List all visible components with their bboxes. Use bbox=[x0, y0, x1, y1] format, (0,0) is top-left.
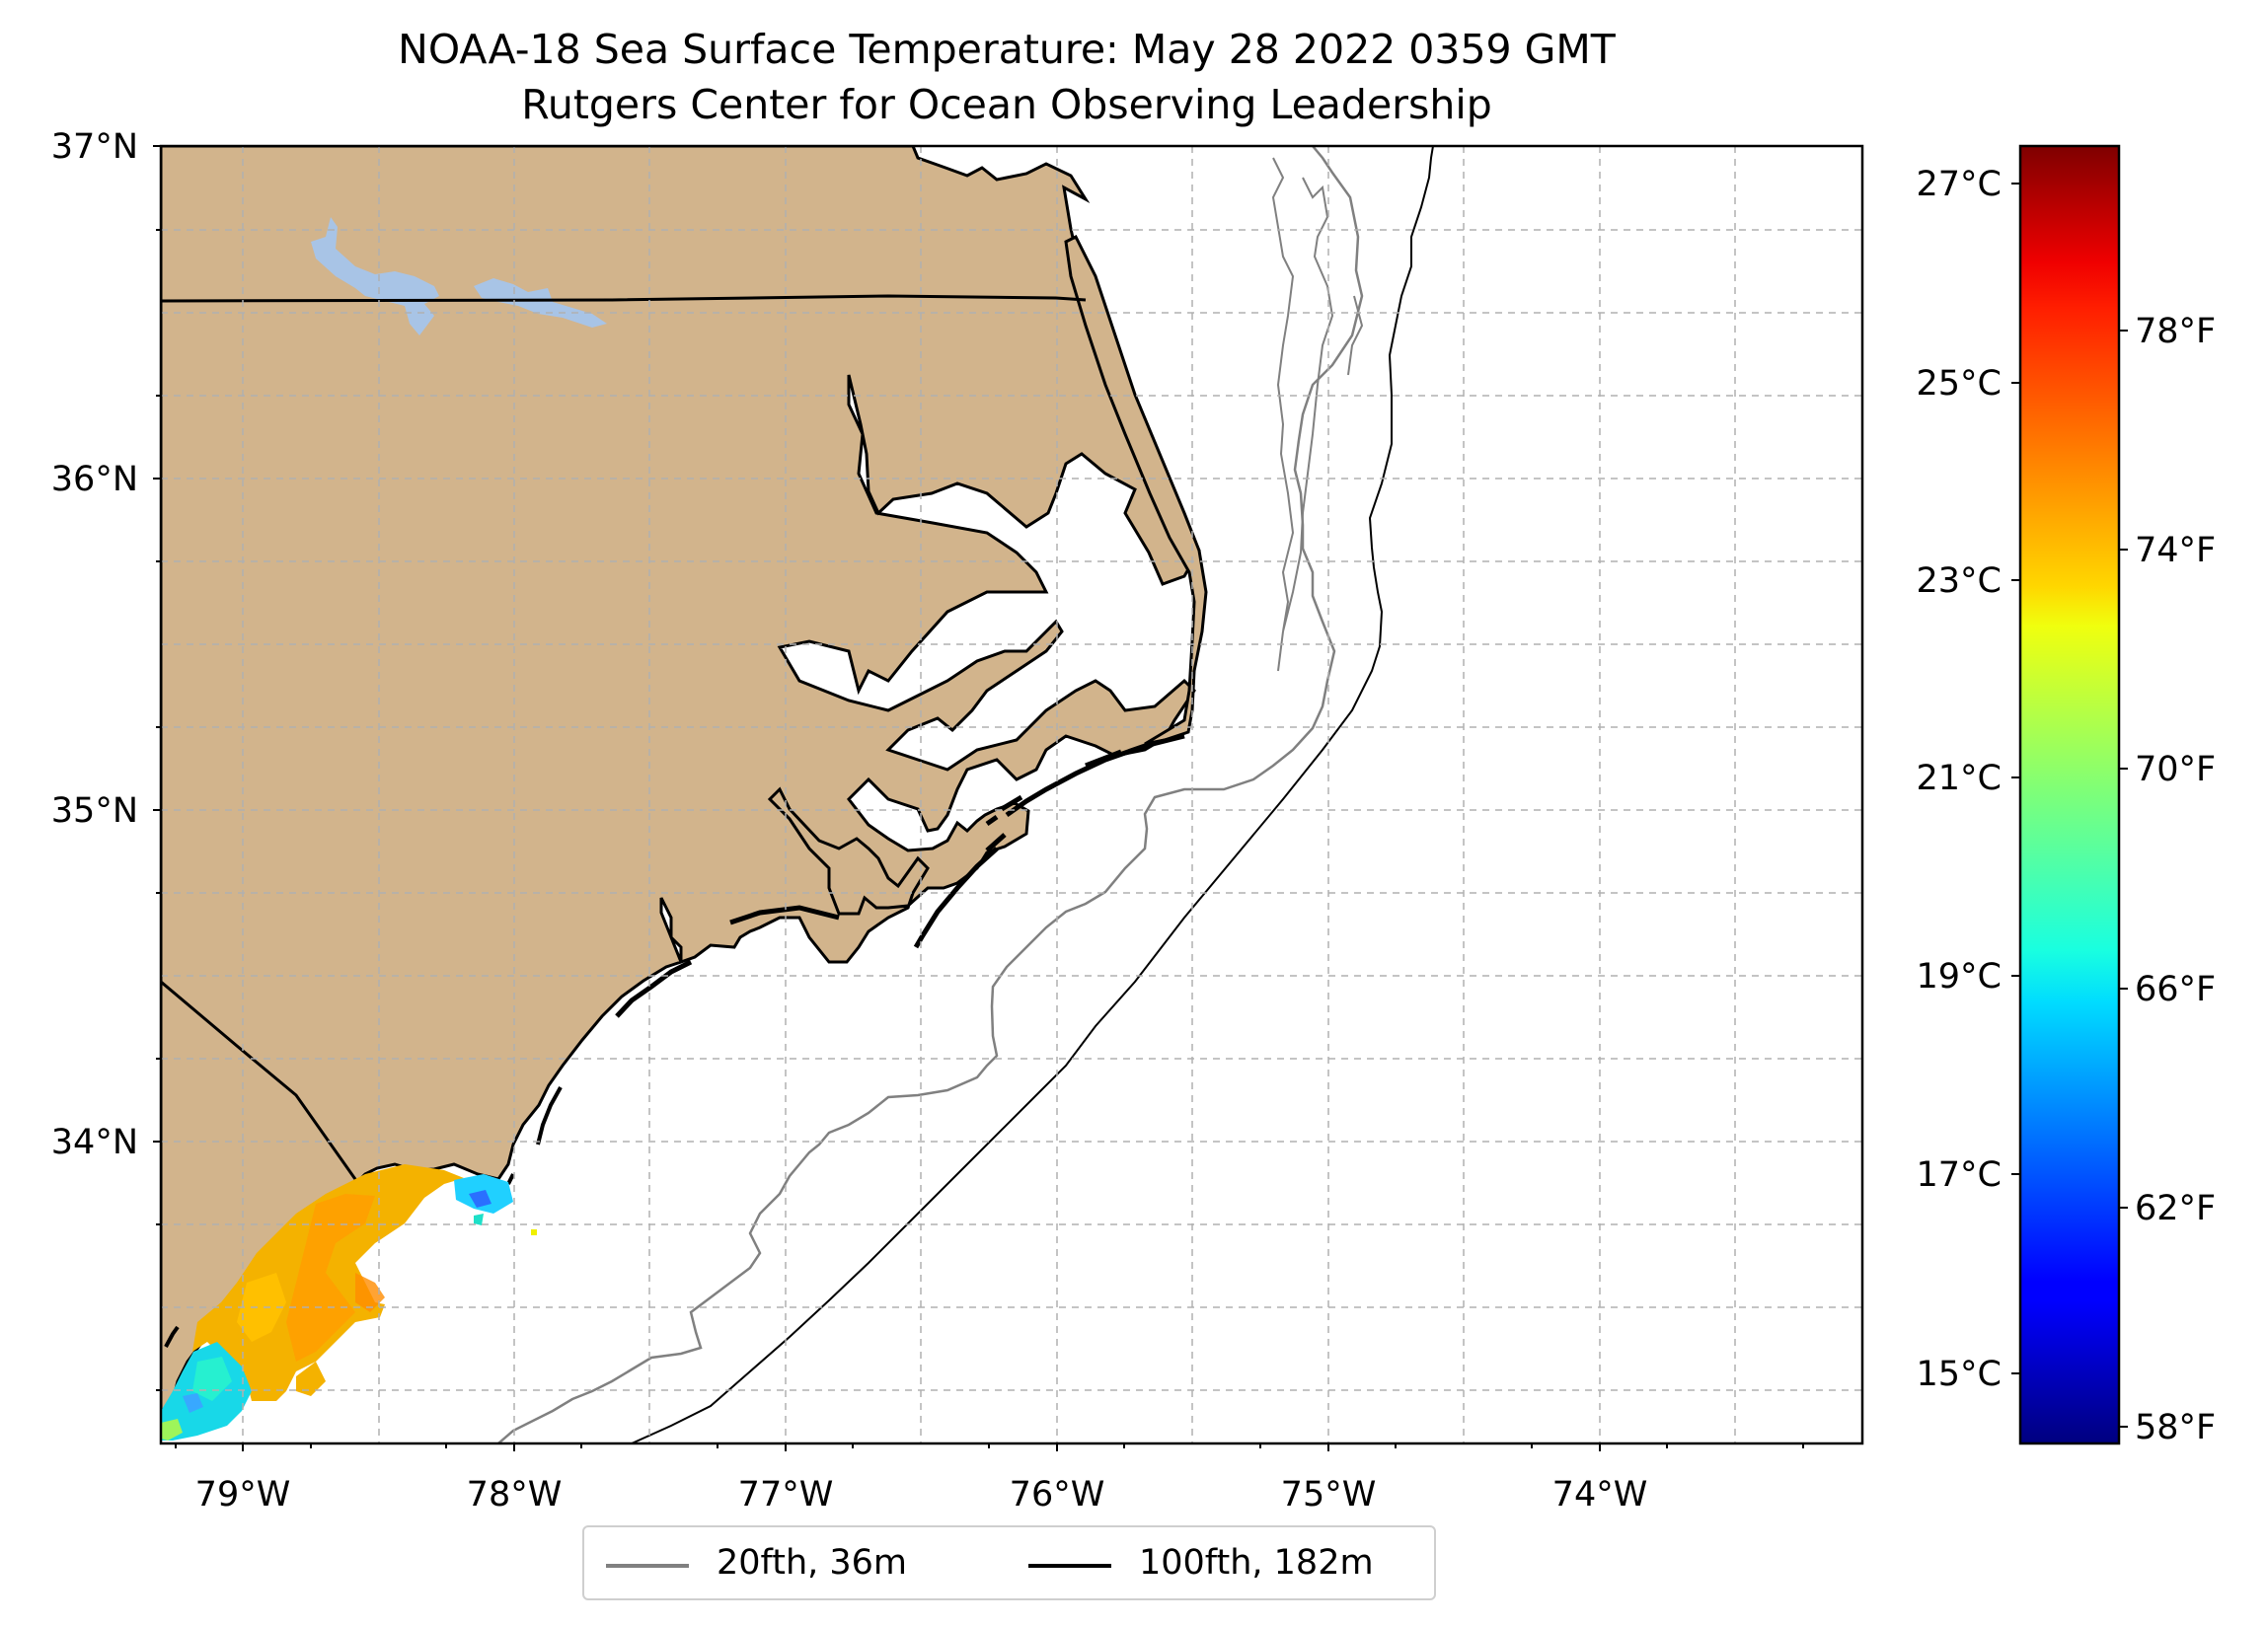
lon-tick-label: 77°W bbox=[738, 1475, 834, 1515]
colorbar bbox=[2018, 144, 2121, 1445]
legend: 20fth, 36m 100fth, 182m bbox=[582, 1525, 1436, 1600]
nc-va-border bbox=[161, 294, 1087, 303]
nc-sc-border bbox=[161, 980, 359, 1183]
celsius-tick-label: 27°C bbox=[1917, 165, 2002, 204]
lat-tick-label: 37°N bbox=[51, 127, 138, 167]
isobath-20fth bbox=[497, 146, 1364, 1443]
land-mainland bbox=[161, 146, 1201, 1424]
lon-tick-labels: 79°W 78°W 77°W 76°W 75°W 74°W bbox=[195, 1475, 1648, 1515]
celsius-tick-label: 17°C bbox=[1917, 1155, 2002, 1195]
celsius-tick-label: 15°C bbox=[1917, 1355, 2002, 1394]
lat-tick-label: 36°N bbox=[51, 460, 138, 499]
lake-kerr bbox=[311, 217, 439, 335]
fahrenheit-tick-label: 74°F bbox=[2135, 531, 2216, 570]
legend-label-20fth: 20fth, 36m bbox=[717, 1543, 908, 1583]
lon-tick-label: 76°W bbox=[1010, 1475, 1105, 1515]
lake-gaston bbox=[474, 278, 607, 328]
fahrenheit-tick-labels: 78°F 74°F 70°F 66°F 62°F 58°F bbox=[2135, 312, 2216, 1447]
fahrenheit-tick-label: 58°F bbox=[2135, 1408, 2216, 1447]
isobath-20fth-shoals bbox=[1271, 157, 1364, 672]
map-subtitle: Rutgers Center for Ocean Observing Leade… bbox=[521, 81, 1492, 128]
lat-tick-labels: 37°N 36°N 35°N 34°N bbox=[51, 127, 138, 1162]
celsius-tick-label: 21°C bbox=[1917, 759, 2002, 798]
map-frame bbox=[159, 144, 1864, 1445]
gridlines bbox=[161, 146, 1862, 1443]
lon-tick-label: 75°W bbox=[1281, 1475, 1377, 1515]
lon-tick-label: 74°W bbox=[1552, 1475, 1648, 1515]
celsius-tick-label: 25°C bbox=[1917, 364, 2002, 404]
outer-banks-south bbox=[615, 733, 1185, 1018]
lat-tick-label: 35°N bbox=[51, 791, 138, 831]
cape-fear bbox=[164, 1086, 563, 1348]
sst-data bbox=[161, 1164, 537, 1441]
axis-ticks bbox=[153, 145, 1804, 1451]
legend-swatch-20fth bbox=[606, 1564, 689, 1568]
map-area bbox=[161, 146, 1862, 1443]
isobath-100fth bbox=[631, 146, 1434, 1443]
legend-swatch-100fth bbox=[1028, 1564, 1111, 1568]
fahrenheit-tick-label: 70°F bbox=[2135, 750, 2216, 789]
fahrenheit-tick-label: 62°F bbox=[2135, 1189, 2216, 1228]
map-title: NOAA-18 Sea Surface Temperature: May 28 … bbox=[398, 26, 1617, 73]
legend-label-100fth: 100fth, 182m bbox=[1139, 1543, 1374, 1583]
celsius-tick-label: 19°C bbox=[1917, 957, 2002, 997]
celsius-tick-label: 23°C bbox=[1917, 561, 2002, 601]
lat-tick-label: 34°N bbox=[51, 1123, 138, 1162]
lon-tick-label: 79°W bbox=[195, 1475, 291, 1515]
fahrenheit-tick-label: 78°F bbox=[2135, 312, 2216, 351]
colorbar-ticks bbox=[2011, 183, 2128, 1428]
fahrenheit-tick-label: 66°F bbox=[2135, 970, 2216, 1009]
celsius-tick-labels: 27°C 25°C 23°C 21°C 19°C 17°C 15°C bbox=[1917, 165, 2002, 1394]
lon-tick-label: 78°W bbox=[467, 1475, 563, 1515]
